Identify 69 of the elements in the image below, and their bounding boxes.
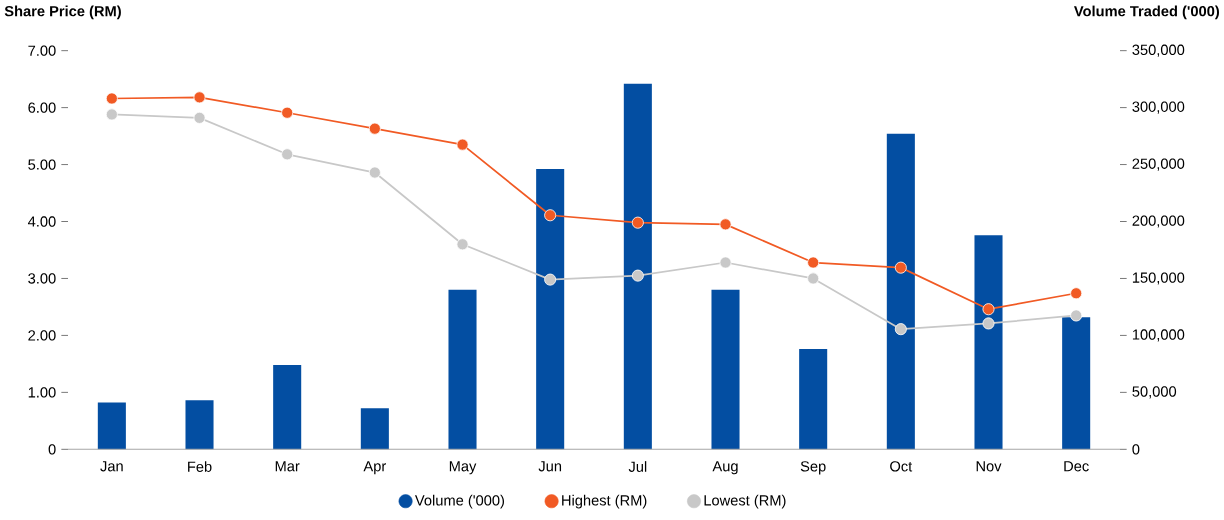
bar [97,402,126,450]
x-tick-label: Oct [890,461,913,472]
x-tick-label: Dec [1064,461,1089,472]
point [719,218,732,231]
bar [448,289,477,450]
y2-tick-label: 300,000 [1132,101,1185,114]
y2-tick-label: 150,000 [1132,272,1185,285]
y-tick-label: 2.00 [28,330,56,341]
point [894,323,907,336]
legend-label: Highest (RM) [562,494,647,509]
y2-tick-label: 200,000 [1132,215,1185,228]
point [456,238,469,251]
bar [711,289,740,450]
legend-label: Volume ('000) [414,494,504,509]
y-tick-label: 0 [48,444,56,455]
point [544,209,557,222]
bar [974,235,1003,450]
x-tick-label: Mar [275,461,300,472]
y-tick-label: 6.00 [28,102,56,113]
y2-axis-title: Volume Traded ('000) [1073,5,1220,20]
bar [185,400,214,450]
point [982,303,995,316]
point [281,148,294,161]
point [631,269,644,282]
x-tick-label: Aug [712,461,738,475]
bar [799,349,828,450]
x-tick-label: Nov [976,461,1002,472]
x-tick-label: Feb [188,461,212,472]
y2-tick-label: 350,000 [1132,44,1185,57]
y2-tick-label: 250,000 [1132,158,1185,171]
point [1070,287,1083,300]
y-tick-label: 7.00 [28,45,56,56]
point [807,256,820,269]
x-tick-label: Jun [538,461,562,472]
point [456,138,469,151]
y-tick-label: 3.00 [28,273,56,284]
point [982,317,995,330]
point [631,216,644,229]
x-tick-label: Jul [628,461,647,472]
y-tick-label: 1.00 [28,387,56,398]
bar [1062,317,1091,450]
point [368,166,381,179]
y2-tick-label: 100,000 [1132,329,1185,342]
x-tick-label: Jan [100,461,123,472]
y2-tick-label: 0 [1132,444,1140,455]
x-tick-label: May [449,461,477,475]
bar [360,408,389,450]
point [719,256,732,269]
point [807,272,820,285]
point [368,122,381,135]
y-tick-label: 5.00 [28,159,56,170]
y2-tick-label: 50,000 [1132,386,1177,399]
point [105,108,118,121]
legend-label: Lowest (RM) [704,494,786,509]
x-tick-label: Sep [800,461,826,475]
bar [536,169,565,450]
y-axis-title: Share Price (RM) [4,5,121,20]
x-tick-label: Apr [363,461,387,475]
point [193,91,206,104]
point [281,106,294,119]
point [894,261,907,274]
bar [886,133,915,450]
point [1070,309,1083,322]
bar [623,83,652,450]
bar [273,365,302,450]
y-tick-label: 4.00 [27,216,56,227]
point [105,92,118,105]
point [544,273,557,286]
point [193,111,206,124]
